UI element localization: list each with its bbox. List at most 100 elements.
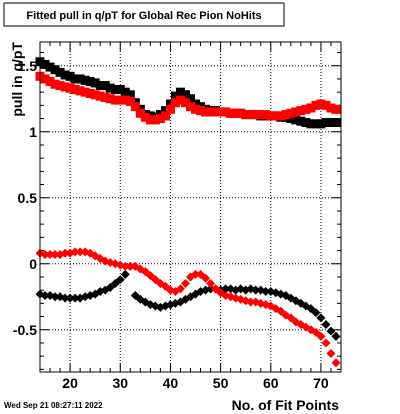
data-point-square-s1: [196, 106, 206, 116]
data-point-square-s1: [331, 104, 341, 114]
x-tick-label: 20: [62, 375, 78, 391]
x-tick-label: 30: [112, 375, 128, 391]
data-point-square-s1: [130, 102, 140, 112]
data-point-diamond-s3: [125, 261, 135, 271]
data-point-square-s1: [105, 94, 115, 104]
tick-labels: 20 30 40 50 60 70 -0.5 0 0.5 1 1.5: [13, 58, 329, 391]
x-tick-label: 60: [263, 375, 279, 391]
data-point-diamond-s2: [261, 286, 271, 296]
data-point-square-s0: [291, 115, 301, 125]
data-point-square-s1: [286, 108, 296, 118]
data-point-square-s1: [201, 107, 211, 117]
data-point-square-s1: [40, 74, 50, 84]
data-point-square-s1: [90, 90, 100, 100]
data-point-square-s1: [140, 112, 150, 122]
data-point-square-s1: [231, 108, 241, 118]
data-point-square-s1: [50, 79, 60, 89]
data-point-diamond-s3: [246, 297, 256, 307]
chart-title: Fitted pull in q/pT for Global Rec Pion …: [26, 10, 261, 22]
data-point-square-s1: [170, 98, 180, 108]
data-point-square-s0: [326, 118, 336, 128]
data-point-square-s0: [65, 71, 75, 81]
data-point-diamond-s2: [316, 313, 326, 323]
data-point-diamond-s3: [180, 279, 190, 289]
data-point-square-s1: [301, 104, 311, 114]
data-point-square-s0: [110, 85, 120, 95]
data-point-square-s0: [100, 81, 110, 91]
data-point-square-s0: [165, 99, 175, 109]
data-point-diamond-s3: [85, 248, 95, 258]
data-point-square-s0: [125, 90, 135, 100]
data-point-diamond-s2: [311, 308, 321, 318]
data-point-square-s1: [281, 110, 291, 120]
timestamp: Wed Sep 21 08:27:11 2022: [4, 401, 103, 410]
data-point-square-s1: [125, 96, 135, 106]
x-tick-label: 70: [313, 375, 329, 391]
y-tick-label: 1.5: [18, 58, 38, 74]
data-point-diamond-s3: [120, 261, 130, 271]
data-point-square-s1: [145, 115, 155, 125]
data-point-diamond-s2: [115, 275, 125, 285]
data-point-diamond-s3: [316, 331, 326, 341]
y-tick-label: 0.5: [18, 190, 38, 206]
data-point-square-s1: [110, 95, 120, 105]
data-point-diamond-s3: [321, 338, 331, 348]
data-point-square-s1: [80, 87, 90, 97]
data-point-square-s0: [331, 118, 341, 128]
data-point-square-s1: [321, 100, 331, 110]
data-point-square-s0: [170, 91, 180, 101]
data-point-square-s1: [45, 77, 55, 87]
data-point-square-s0: [40, 59, 50, 69]
data-point-diamond-s2: [60, 293, 70, 303]
data-point-diamond-s2: [251, 285, 261, 295]
x-tick-label: 50: [213, 375, 229, 391]
data-point-square-s0: [90, 78, 100, 88]
grid-lines: [40, 42, 341, 372]
data-point-square-s1: [191, 104, 201, 114]
data-point-square-s1: [55, 81, 65, 91]
data-point-diamond-s2: [65, 293, 75, 303]
data-point-square-s1: [216, 107, 226, 117]
data-point-diamond-s3: [40, 250, 50, 260]
y-axis-title: pull in q/pT: [9, 42, 25, 117]
data-point-square-s1: [256, 110, 266, 120]
data-point-square-s1: [246, 110, 256, 120]
data-point-square-s1: [95, 91, 105, 101]
data-point-square-s0: [80, 75, 90, 85]
data-point-diamond-s2: [331, 331, 341, 341]
data-point-diamond-s2: [40, 290, 50, 300]
data-point-diamond-s2: [326, 326, 336, 336]
data-point-square-s1: [291, 107, 301, 117]
data-point-square-s1: [251, 110, 261, 120]
data-point-square-s0: [115, 85, 125, 95]
data-point-square-s0: [60, 70, 70, 80]
data-point-diamond-s3: [50, 250, 60, 260]
data-point-square-s1: [266, 111, 276, 121]
data-point-square-s0: [70, 74, 80, 84]
x-axis-title: No. of Fit Points: [232, 397, 340, 413]
data-point-square-s0: [75, 74, 85, 84]
data-point-diamond-s3: [206, 279, 216, 289]
data-point-square-s1: [206, 107, 216, 117]
data-point-square-s1: [211, 107, 221, 117]
data-point-square-s1: [226, 108, 236, 118]
data-point-square-s0: [306, 119, 316, 129]
data-point-diamond-s2: [206, 284, 216, 294]
data-point-diamond-s3: [201, 273, 211, 283]
data-point-square-s1: [70, 85, 80, 95]
data-point-square-s1: [271, 111, 281, 121]
data-point-square-s1: [160, 111, 170, 121]
data-point-diamond-s3: [75, 247, 85, 257]
data-point-square-s0: [50, 65, 60, 75]
data-point-square-s1: [221, 107, 231, 117]
data-point-diamond-s3: [326, 349, 336, 359]
data-point-square-s1: [100, 92, 110, 102]
data-point-square-s1: [186, 102, 195, 112]
data-point-diamond-s3: [45, 250, 55, 260]
data-point-square-s1: [65, 83, 75, 93]
data-point-square-s1: [316, 99, 326, 109]
data-point-square-s1: [306, 103, 316, 113]
data-point-square-s1: [85, 88, 95, 98]
data-point-square-s0: [85, 77, 95, 87]
data-point-square-s0: [316, 119, 326, 129]
